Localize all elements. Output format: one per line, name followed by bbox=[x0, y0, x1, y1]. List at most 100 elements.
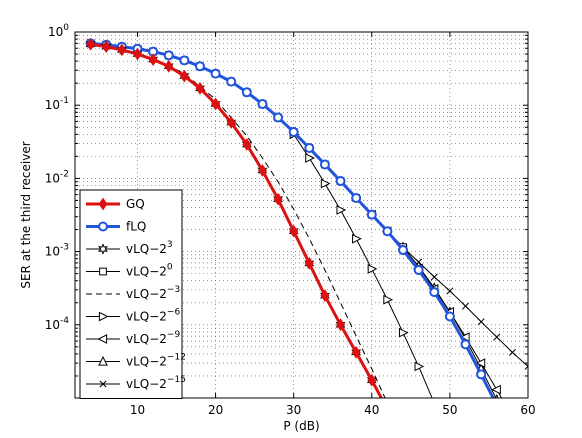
x-tick-label: 10 bbox=[130, 403, 145, 417]
series-line bbox=[293, 134, 433, 398]
y-tick-label: 10-4 bbox=[45, 316, 70, 332]
legend-label: fLQ bbox=[126, 220, 146, 234]
diamond-marker bbox=[86, 37, 96, 51]
legend-label: vLQ−2−9 bbox=[126, 330, 180, 346]
x-marker bbox=[477, 318, 485, 326]
legend-entry: vLQ−2−3 bbox=[86, 285, 180, 301]
legend-entry: GQ bbox=[86, 197, 145, 211]
y-tick-label: 10-3 bbox=[45, 243, 69, 259]
legend-entry: vLQ−2−9 bbox=[86, 330, 180, 346]
circle-marker bbox=[163, 50, 174, 61]
diamond-marker bbox=[320, 289, 330, 303]
circle-marker bbox=[476, 369, 487, 380]
circle-marker bbox=[335, 176, 346, 187]
y-tick-label: 100 bbox=[48, 23, 69, 39]
circle-marker bbox=[179, 55, 190, 66]
circle-marker bbox=[382, 226, 393, 237]
triangle-left-marker bbox=[97, 334, 108, 344]
diamond-marker bbox=[257, 164, 267, 177]
circle-marker bbox=[288, 127, 299, 138]
x-tick-label: 50 bbox=[442, 403, 457, 417]
triangle-right-marker bbox=[98, 311, 109, 322]
legend-entry: vLQ−2−12 bbox=[86, 353, 186, 369]
x-marker bbox=[508, 348, 516, 356]
legend-entry: fLQ bbox=[86, 220, 146, 234]
x-marker bbox=[462, 302, 470, 310]
circle-marker bbox=[304, 143, 315, 154]
diamond-marker bbox=[117, 43, 127, 57]
circle-marker bbox=[366, 209, 377, 220]
triangle-left-marker bbox=[475, 358, 486, 368]
x-tick-label: 20 bbox=[208, 403, 223, 417]
triangle-up-marker bbox=[494, 394, 499, 398]
x-axis-label: P (dB) bbox=[283, 419, 319, 433]
star-marker bbox=[98, 243, 108, 255]
diamond-marker bbox=[98, 197, 108, 211]
diamond-marker bbox=[304, 257, 314, 270]
legend: GQ fLQ vLQ−23 vLQ−20 vLQ−2−3 vLQ−2−6 vLQ−2−9 vL… bbox=[79, 189, 186, 399]
legend-entry: vLQ−20 bbox=[86, 263, 173, 279]
triangle-left-marker bbox=[459, 332, 470, 342]
x-marker bbox=[446, 287, 454, 295]
diamond-marker bbox=[289, 224, 299, 238]
diamond-marker bbox=[336, 318, 346, 332]
legend-label: vLQ−23 bbox=[126, 240, 173, 256]
triangle-right-marker bbox=[398, 327, 409, 338]
diamond-marker bbox=[226, 116, 236, 129]
triangle-right-marker bbox=[320, 178, 331, 189]
legend-entry: vLQ−23 bbox=[86, 240, 173, 256]
diamond-marker bbox=[351, 346, 361, 359]
legend-label: vLQ−2−6 bbox=[126, 308, 180, 324]
x-marker bbox=[493, 333, 501, 341]
circle-marker bbox=[241, 87, 252, 98]
diamond-marker bbox=[101, 40, 111, 54]
circle-marker bbox=[210, 68, 221, 79]
legend-label: vLQ−2−12 bbox=[126, 353, 186, 369]
x-tick-label: 60 bbox=[520, 403, 535, 417]
triangle-right-marker bbox=[367, 264, 378, 274]
circle-marker bbox=[273, 112, 284, 123]
circle-marker bbox=[460, 339, 471, 350]
circle-marker bbox=[429, 287, 440, 298]
diamond-marker bbox=[164, 59, 174, 73]
triangle-up-marker bbox=[98, 355, 108, 366]
legend-label: vLQ−20 bbox=[126, 263, 173, 279]
circle-marker bbox=[226, 76, 237, 87]
y-axis-label: SER at the third receiver bbox=[19, 141, 33, 288]
triangle-right-marker bbox=[305, 153, 315, 163]
legend-label: GQ bbox=[126, 197, 145, 211]
circle-marker bbox=[398, 245, 409, 256]
series-layer bbox=[85, 37, 528, 398]
diamond-marker bbox=[148, 53, 158, 66]
triangle-left-marker bbox=[491, 384, 501, 395]
legend-label: vLQ−2−15 bbox=[126, 375, 186, 391]
triangle-right-marker bbox=[336, 205, 347, 215]
diamond-marker bbox=[367, 373, 377, 387]
diamond-marker bbox=[273, 192, 283, 206]
x-tick-label: 40 bbox=[364, 403, 379, 417]
triangle-right-marker bbox=[352, 233, 362, 244]
x-marker bbox=[524, 362, 528, 370]
diamond-marker bbox=[242, 138, 252, 151]
circle-marker bbox=[413, 265, 424, 276]
plot-frame bbox=[74, 31, 529, 399]
triangle-right-marker bbox=[383, 294, 394, 305]
y-tick-label: 10-2 bbox=[45, 169, 69, 185]
x-marker bbox=[430, 273, 438, 281]
diamond-marker bbox=[195, 81, 205, 95]
circle-marker bbox=[444, 311, 455, 322]
legend-entry: vLQ−2−6 bbox=[86, 308, 180, 324]
legend-entry: vLQ−2−15 bbox=[86, 375, 186, 391]
y-tick-label: 10-1 bbox=[45, 96, 69, 112]
series-gq bbox=[86, 37, 384, 398]
circle-marker bbox=[194, 61, 205, 72]
ticks: 10 20 30 40 50 60 100 10-1 10-2 10-3 10-4 bbox=[45, 23, 536, 417]
triangle-right-marker bbox=[414, 361, 425, 372]
circle-marker bbox=[319, 159, 330, 170]
diamond-marker bbox=[133, 47, 142, 61]
diamond-marker bbox=[211, 97, 221, 111]
x-tick-label: 30 bbox=[286, 403, 301, 417]
circle-marker bbox=[351, 192, 362, 203]
legend-label: vLQ−2−3 bbox=[126, 285, 180, 301]
